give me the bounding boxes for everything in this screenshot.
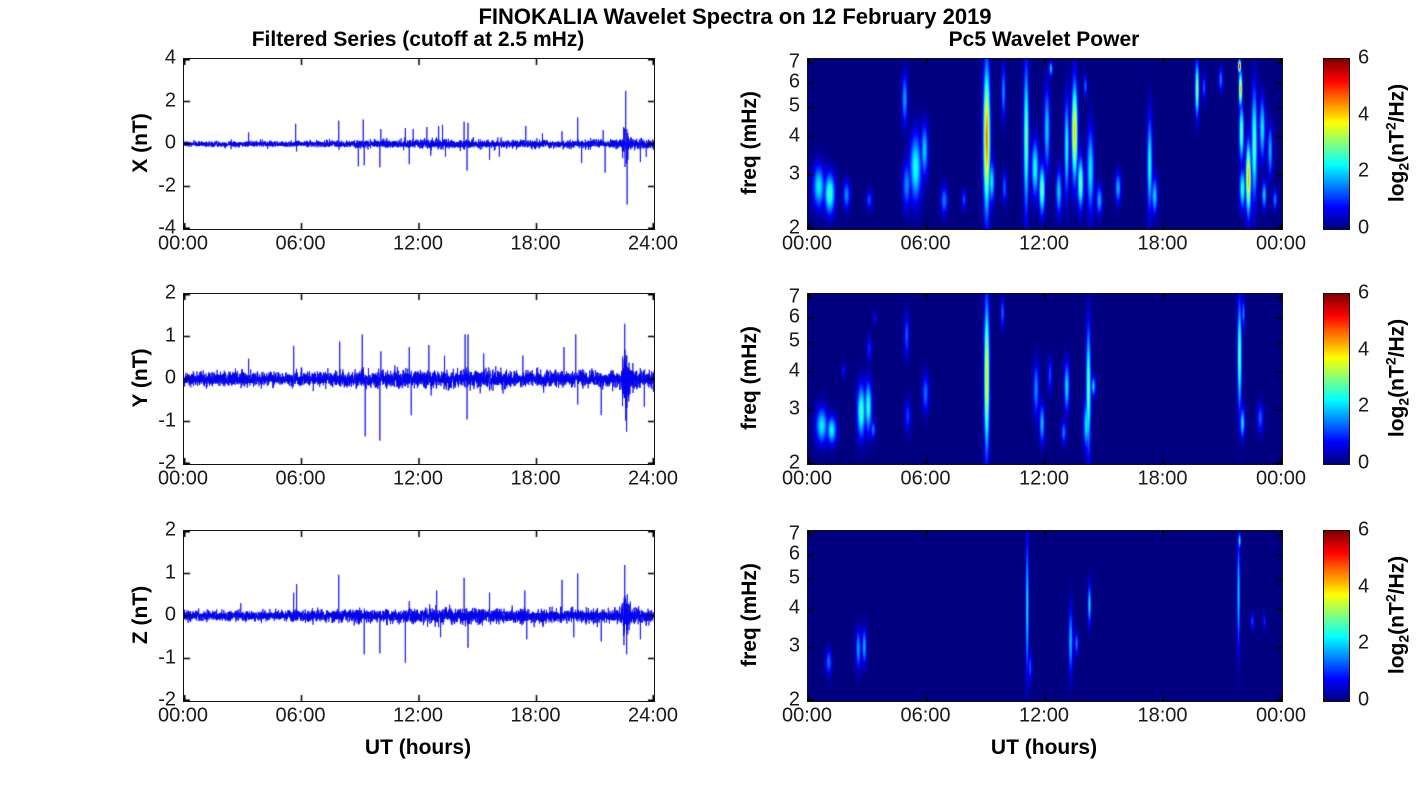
x-tick-label: 12:00 (1018, 467, 1070, 490)
colorbar-z (1323, 530, 1350, 702)
colorbar-y (1323, 293, 1350, 465)
freq-tick-label: 7 (788, 285, 800, 308)
freq-tick-label: 5 (788, 329, 800, 352)
y-tick-label: 0 (164, 131, 176, 154)
colorbar-tick-label: 0 (1358, 451, 1370, 474)
x-tick-label: 18:00 (510, 467, 561, 490)
freq-tick-label: 2 (788, 688, 800, 711)
x-tick-label: 06:00 (900, 467, 951, 490)
colorbar-tick-label: 2 (1358, 394, 1370, 417)
y-tick-label: -2 (158, 451, 176, 474)
y-axis-label-y: Y (nT) (129, 348, 152, 408)
x-axis-label-left: UT (hours) (364, 736, 472, 759)
y-tick-label: 1 (164, 324, 176, 346)
y-tick-label: 0 (164, 603, 176, 626)
x-tick-label: 24:00 (627, 232, 679, 255)
colorbar-tick-label: 4 (1358, 103, 1370, 126)
x-tick-label: 06:00 (275, 704, 326, 727)
x-tick-label: 18:00 (1137, 467, 1188, 490)
freq-tick-label: 2 (788, 216, 800, 239)
x-tick-label: 06:00 (900, 704, 951, 727)
colorbar-tick-label: 4 (1358, 338, 1370, 361)
wavelet-y-spectrogram (807, 293, 1283, 465)
x-tick-label: 06:00 (900, 232, 951, 255)
x-tick-label: 00:00 (1255, 232, 1307, 255)
colorbar-tick-label: 2 (1358, 631, 1370, 654)
y-tick-label: 2 (164, 281, 176, 304)
x-tick-label: 12:00 (1018, 704, 1070, 727)
timeseries-x-plot (183, 58, 655, 230)
x-tick-label: 00:00 (157, 232, 209, 255)
x-tick-label: 18:00 (1137, 704, 1188, 727)
colorbar-x (1323, 58, 1350, 230)
freq-tick-label: 6 (788, 305, 800, 328)
colorbar-tick-label: 6 (1358, 518, 1370, 541)
x-tick-label: 12:00 (392, 232, 444, 255)
freq-tick-label: 5 (788, 94, 800, 117)
freq-tick-label: 7 (788, 522, 800, 545)
freq-tick-label: 6 (788, 70, 800, 93)
timeseries-y-plot (183, 293, 655, 465)
y-tick-label: 2 (164, 89, 176, 111)
x-tick-label: 00:00 (1255, 467, 1307, 490)
x-tick-label: 24:00 (627, 467, 679, 490)
figure-title: FINOKALIA Wavelet Spectra on 12 February… (478, 4, 992, 29)
wavelet-z-spectrogram (807, 530, 1283, 702)
y-tick-label: -1 (158, 409, 176, 431)
freq-tick-label: 3 (788, 162, 800, 185)
x-tick-label: 00:00 (781, 232, 833, 255)
colorbar-label-x: log2(nT2/Hz) (1382, 83, 1412, 203)
freq-tick-label: 2 (788, 451, 800, 474)
colorbar-tick-label: 0 (1358, 216, 1370, 239)
y-tick-label: 4 (164, 46, 176, 69)
freq-tick-label: 6 (788, 542, 800, 565)
left-column-title: Filtered Series (cutoff at 2.5 mHz) (251, 28, 585, 51)
freq-tick-label: 4 (788, 596, 800, 619)
x-tick-label: 24:00 (627, 704, 679, 727)
x-tick-label: 00:00 (157, 704, 209, 727)
y-tick-label: -2 (158, 174, 176, 196)
colorbar-tick-label: 2 (1358, 159, 1370, 182)
x-tick-label: 00:00 (781, 467, 833, 490)
x-tick-label: 18:00 (510, 232, 561, 255)
colorbar-label-z: log2(nT2/Hz) (1382, 555, 1412, 675)
y-tick-label: 1 (164, 561, 176, 583)
x-tick-label: 18:00 (1137, 232, 1188, 255)
colorbar-label-y: log2(nT2/Hz) (1382, 318, 1412, 438)
x-tick-label: 12:00 (1018, 232, 1070, 255)
y-tick-label: 0 (164, 366, 176, 389)
colorbar-tick-label: 6 (1358, 281, 1370, 304)
freq-tick-label: 3 (788, 634, 800, 657)
wavelet-x-spectrogram (807, 58, 1283, 230)
freq-tick-label: 4 (788, 124, 800, 147)
y-tick-label: 2 (164, 518, 176, 541)
y-axis-label-x: X (nT) (129, 113, 152, 173)
timeseries-z-plot (183, 530, 655, 702)
y-axis-label-z: Z (nT) (129, 585, 152, 645)
x-tick-label: 18:00 (510, 704, 561, 727)
colorbar-tick-label: 0 (1358, 688, 1370, 711)
x-tick-label: 00:00 (157, 467, 209, 490)
x-tick-label: 06:00 (275, 467, 326, 490)
freq-tick-label: 7 (788, 50, 800, 73)
freq-axis-label-x: freq (mHz) (738, 91, 761, 195)
x-tick-label: 12:00 (392, 467, 444, 490)
freq-axis-label-z: freq (mHz) (738, 563, 761, 667)
freq-tick-label: 5 (788, 566, 800, 589)
y-tick-label: -1 (158, 646, 176, 668)
x-tick-label: 00:00 (1255, 704, 1307, 727)
freq-tick-label: 4 (788, 359, 800, 382)
colorbar-tick-label: 6 (1358, 46, 1370, 69)
y-tick-label: -4 (158, 216, 176, 239)
colorbar-tick-label: 4 (1358, 575, 1370, 598)
x-axis-label-right: UT (hours) (990, 736, 1098, 759)
right-column-title: Pc5 Wavelet Power (948, 28, 1140, 51)
x-tick-label: 00:00 (781, 704, 833, 727)
freq-tick-label: 3 (788, 397, 800, 420)
x-tick-label: 12:00 (392, 704, 444, 727)
x-tick-label: 06:00 (275, 232, 326, 255)
freq-axis-label-y: freq (mHz) (738, 326, 761, 430)
y-tick-label: -2 (158, 688, 176, 711)
